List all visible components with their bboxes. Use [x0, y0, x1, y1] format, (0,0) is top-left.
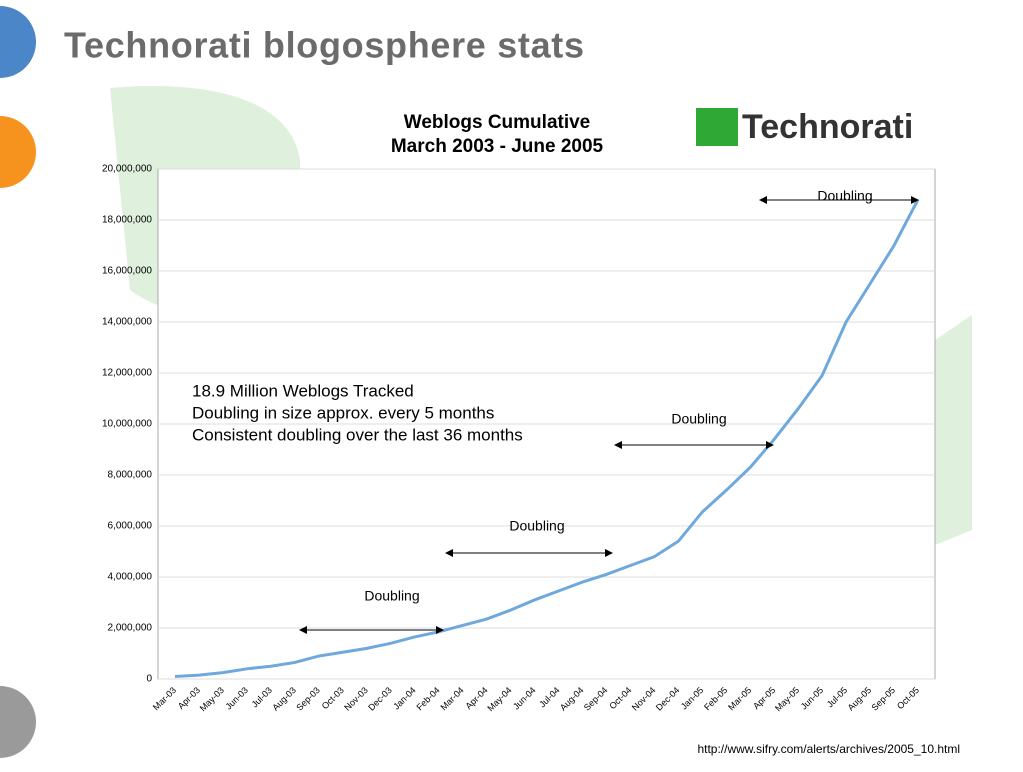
- y-tick-label: 4,000,000: [108, 572, 153, 583]
- y-tick-label: 2,000,000: [108, 623, 153, 634]
- x-tick-label: Feb-04: [414, 685, 441, 712]
- x-tick-label: Jan-04: [391, 685, 418, 712]
- x-tick-label: Mar-05: [726, 685, 753, 712]
- x-tick-label: Mar-03: [151, 685, 178, 712]
- x-tick-label: Jun-04: [511, 685, 538, 712]
- x-tick-label: May-04: [485, 685, 513, 713]
- note-text: Consistent doubling over the last 36 mon…: [192, 425, 523, 444]
- logo-text: Technorati: [742, 108, 913, 146]
- y-tick-label: 10,000,000: [102, 419, 152, 430]
- series-line: [174, 198, 920, 678]
- y-tick-label: 0: [146, 674, 152, 685]
- decor-shape: [935, 315, 972, 545]
- x-tick-label: Aug-03: [270, 685, 298, 713]
- x-tick-label: Dec-04: [654, 685, 682, 713]
- slide-title: Technorati blogosphere stats: [64, 25, 584, 66]
- y-tick-label: 8,000,000: [108, 470, 153, 481]
- source-url: http://www.sifry.com/alerts/archives/200…: [697, 742, 960, 756]
- y-tick-label: 12,000,000: [102, 368, 152, 379]
- chart-title: Weblogs Cumulative: [404, 112, 591, 133]
- x-tick-label: May-05: [773, 685, 801, 713]
- annotation: Doubling: [671, 411, 726, 427]
- x-tick-label: Oct-03: [320, 685, 346, 711]
- x-tick-label: Oct-04: [607, 685, 633, 711]
- x-tick-label: Jun-03: [223, 685, 250, 712]
- x-tick-label: Nov-03: [342, 685, 370, 713]
- x-tick-label: Sep-05: [870, 685, 898, 713]
- x-tick-label: Oct-05: [895, 685, 921, 711]
- x-tick-label: Sep-04: [582, 685, 610, 713]
- decor-circle: [0, 6, 36, 78]
- annotation: Doubling: [817, 188, 872, 204]
- x-tick-label: Sep-03: [294, 685, 322, 713]
- x-tick-label: Nov-04: [630, 685, 658, 713]
- annotation: Doubling: [364, 588, 419, 604]
- x-tick-label: Aug-05: [846, 685, 874, 713]
- chart-subtitle: March 2003 - June 2005: [391, 136, 604, 157]
- logo-icon: [696, 108, 738, 146]
- annotation: Doubling: [509, 518, 564, 534]
- x-tick-label: Feb-05: [702, 685, 729, 712]
- note-text: 18.9 Million Weblogs Tracked: [192, 381, 414, 400]
- decor-circle: [0, 686, 36, 758]
- y-tick-label: 16,000,000: [102, 266, 152, 277]
- y-tick-label: 6,000,000: [108, 521, 153, 532]
- y-tick-label: 18,000,000: [102, 215, 152, 226]
- x-tick-label: May-03: [198, 685, 226, 713]
- y-tick-label: 20,000,000: [102, 164, 152, 175]
- x-tick-label: Aug-04: [558, 685, 586, 713]
- note-text: Doubling in size approx. every 5 months: [192, 403, 494, 422]
- decor-circle: [0, 116, 36, 188]
- x-tick-label: Jan-05: [679, 685, 706, 712]
- x-tick-label: Dec-03: [366, 685, 394, 713]
- x-tick-label: Jun-05: [799, 685, 826, 712]
- y-tick-label: 14,000,000: [102, 317, 152, 328]
- x-tick-label: Mar-04: [438, 685, 465, 712]
